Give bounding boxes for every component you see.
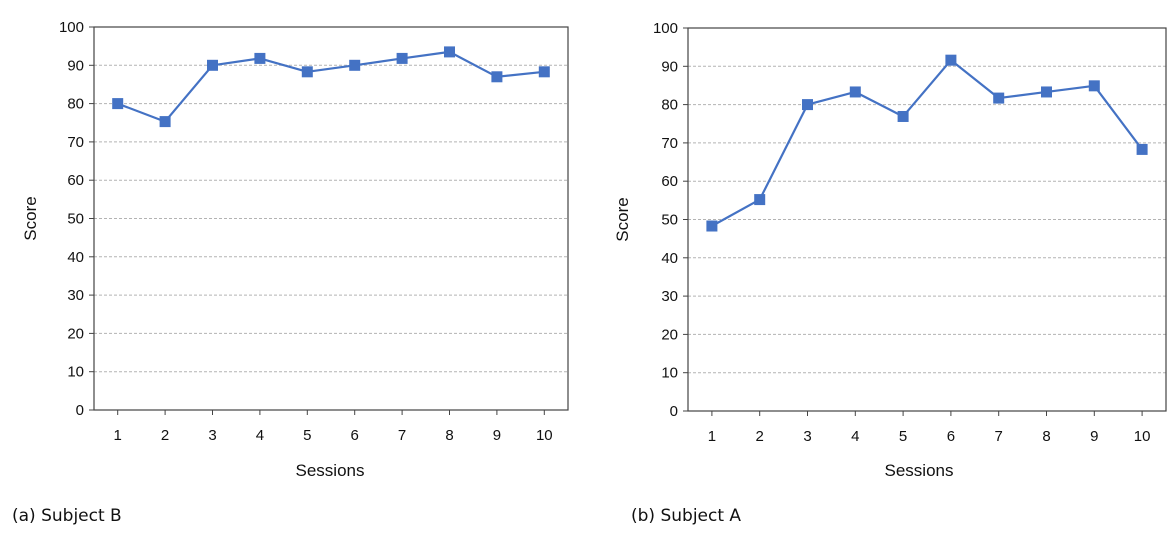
- data-point: [207, 59, 218, 71]
- x-tick-label: 7: [995, 428, 1003, 445]
- data-point: [754, 194, 766, 206]
- data-point: [396, 52, 408, 64]
- y-tick-label: 0: [76, 402, 84, 419]
- x-axis-label: Sessions: [296, 461, 365, 480]
- chart-subject-a: 0 10 20 30 40 50 60 70 80 90 100 1 2 3 4 5 6 7 8 9 10 Session…: [613, 20, 1167, 480]
- x-tick-label: 8: [1042, 428, 1050, 445]
- y-axis-label: Score: [613, 197, 632, 241]
- x-tick-label: 6: [947, 428, 955, 445]
- y-tick-label: 30: [67, 287, 84, 304]
- y-axis-label: Score: [21, 196, 40, 240]
- x-tick-label: 4: [256, 427, 264, 444]
- x-tick-label: 6: [351, 427, 359, 444]
- x-tick-label: 8: [445, 427, 453, 444]
- x-tick-label: 10: [1134, 428, 1151, 445]
- data-point: [706, 220, 718, 232]
- x-tick-label: 3: [803, 428, 811, 445]
- data-point: [159, 116, 171, 128]
- data-point: [538, 66, 550, 78]
- y-tick-label: 70: [67, 134, 84, 151]
- data-point: [849, 86, 861, 98]
- y-tick-label: 40: [67, 249, 84, 266]
- y-tick-label: 10: [67, 364, 84, 381]
- data-point: [1041, 86, 1052, 98]
- data-point: [444, 46, 455, 58]
- y-tick-label: 50: [67, 211, 84, 228]
- data-point: [301, 66, 313, 78]
- y-tick-label: 100: [59, 19, 84, 36]
- y-tick-label: 30: [661, 288, 678, 305]
- y-tick-label: 90: [661, 58, 678, 75]
- y-tick-label: 10: [661, 365, 678, 382]
- y-tick-label: 0: [670, 403, 678, 420]
- data-point: [491, 71, 503, 83]
- x-tick-label: 5: [303, 427, 311, 444]
- y-tick-label: 60: [67, 172, 84, 189]
- y-tick-label: 60: [661, 173, 678, 190]
- x-axis-label: Sessions: [885, 461, 954, 480]
- chart-subject-b: 0 10 20 30 40 50 60 70 80 90 100 1 2 3 4 5 6 7 8 9 10 Session…: [21, 19, 569, 480]
- y-tick-label: 90: [67, 57, 84, 74]
- x-tick-label: 7: [398, 427, 406, 444]
- y-tick-label: 80: [67, 96, 84, 113]
- x-tick-label: 9: [493, 427, 501, 444]
- chart-panel-subject-a: 0 10 20 30 40 50 60 70 80 90 100 1 2 3 4 5 6 7 8 9 10 Session…: [595, 0, 1175, 542]
- data-point: [1136, 143, 1148, 155]
- series-line: [117, 50, 545, 123]
- data-point: [1088, 80, 1100, 92]
- data-point: [349, 59, 361, 71]
- x-tick-label: 9: [1090, 428, 1098, 445]
- data-point: [112, 98, 124, 110]
- chart-caption: (a) Subject B: [12, 506, 122, 526]
- chart-caption: (b) Subject A: [631, 506, 742, 526]
- x-tick-label: 5: [899, 428, 907, 445]
- y-tick-label: 50: [661, 212, 678, 229]
- y-tick-label: 40: [661, 250, 678, 267]
- data-point: [945, 54, 957, 66]
- x-tick-label: 4: [851, 428, 859, 445]
- y-tick-label: 100: [653, 20, 678, 37]
- x-tick-label: 1: [708, 428, 716, 445]
- y-tick-label: 80: [661, 97, 678, 114]
- x-tick-label: 10: [536, 427, 553, 444]
- data-point: [254, 52, 266, 64]
- data-point: [993, 92, 1005, 104]
- x-tick-label: 2: [161, 427, 169, 444]
- x-tick-label: 1: [114, 427, 122, 444]
- chart-panel-subject-b: 0 10 20 30 40 50 60 70 80 90 100 1 2 3 4 5 6 7 8 9 10 Session…: [0, 0, 580, 542]
- data-point: [802, 99, 813, 111]
- y-tick-label: 70: [661, 135, 678, 152]
- y-tick-label: 20: [67, 325, 84, 342]
- x-tick-label: 2: [756, 428, 764, 445]
- series-line: [711, 59, 1143, 227]
- x-tick-label: 3: [208, 427, 216, 444]
- y-tick-label: 20: [661, 326, 678, 343]
- data-point: [897, 110, 909, 122]
